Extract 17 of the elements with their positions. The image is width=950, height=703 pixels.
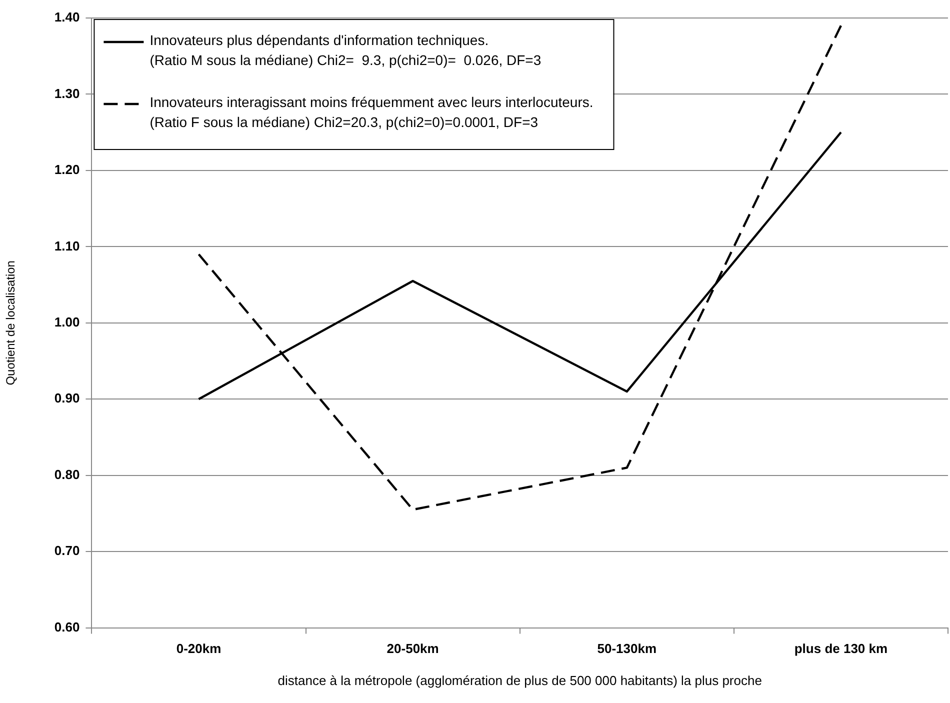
y-tick-label: 1.30	[54, 86, 80, 101]
x-tick-label: 0-20km	[176, 641, 222, 656]
y-tick-label: 1.00	[54, 314, 80, 330]
x-axis-title: distance à la métropole (agglomération de plus de 500 000 habitants) la plus proche	[278, 672, 762, 688]
y-tick-label: 0.80	[54, 466, 80, 482]
y-tick-label: 0.60	[54, 619, 80, 634]
legend-label: Innovateurs plus dépendants d'information techniques. (Ratio M sous la médiane) Chi2= 9.3, p(chi2=0)= 0.026, DF=3	[150, 32, 542, 68]
x-tick-label: plus de 130 km	[794, 641, 888, 656]
x-tick-label: 50-130km	[597, 641, 657, 656]
x-tick-label: 20-50km	[386, 641, 439, 656]
y-tick-label: 1.20	[54, 162, 80, 178]
y-tick-label: 0.90	[54, 390, 80, 406]
y-tick-label: 1.10	[54, 238, 80, 254]
y-axis-title: Quotient de localisation	[4, 260, 18, 386]
y-tick-label: 1.40	[54, 10, 80, 25]
legend-label: Innovateurs interagissant moins fréquemment avec leurs interlocuteurs. (Ratio F sous la médiane) Chi2=20.3, p(chi2=0)=0.0001, DF=3	[150, 94, 594, 130]
y-tick-label: 0.70	[54, 543, 80, 558]
